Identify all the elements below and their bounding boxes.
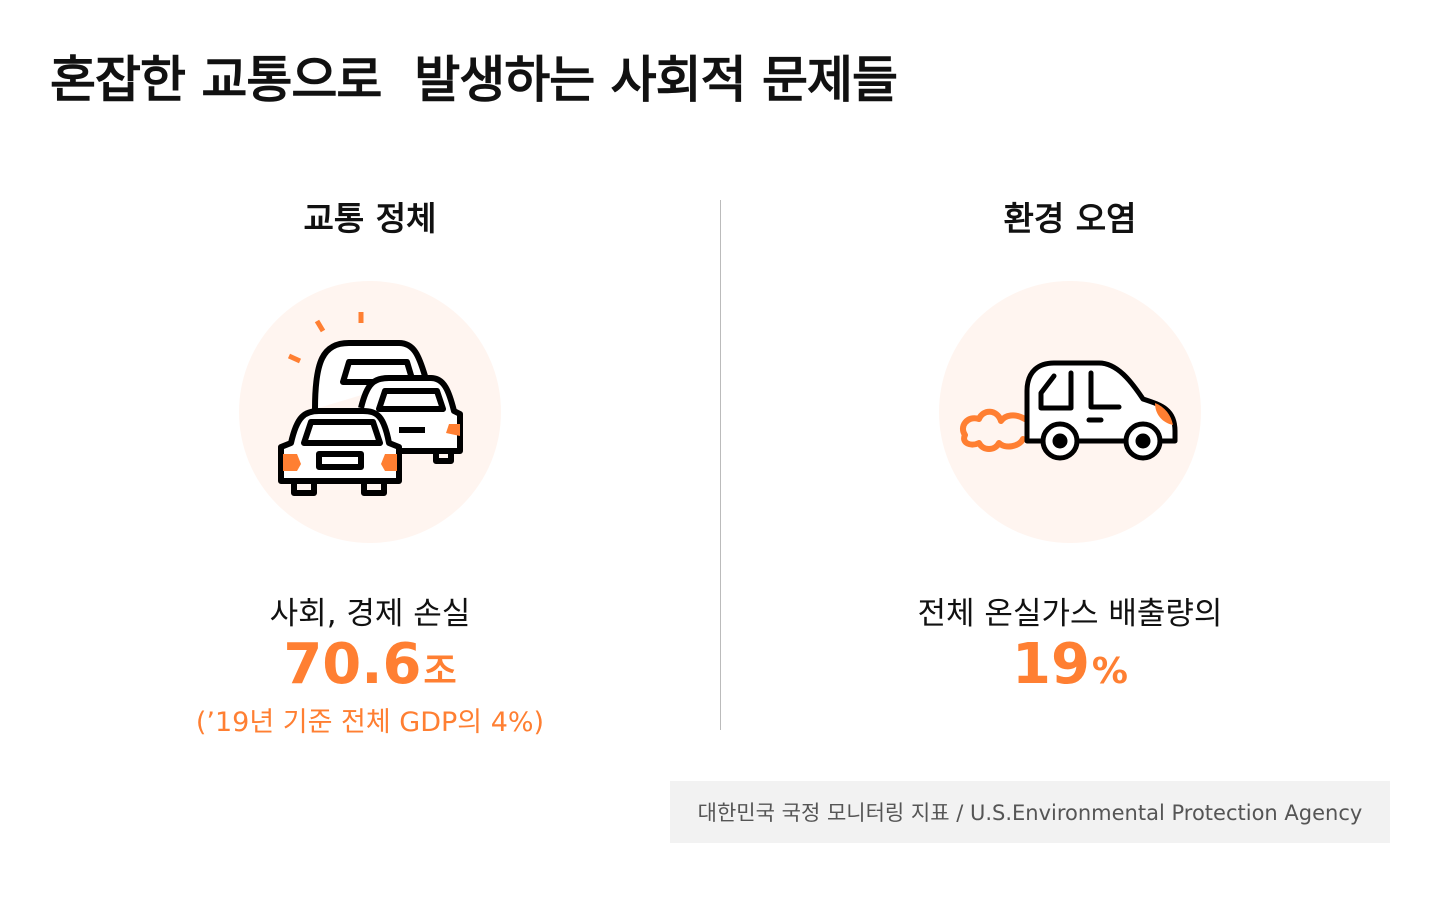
traffic-jam-icon-circle [239, 281, 501, 543]
emission-unit: % [1091, 651, 1128, 692]
emission-label: 전체 온실가스 배출량의 [917, 596, 1223, 632]
emission-value: 19% [720, 632, 1420, 697]
loss-label: 사회, 경제 손실 [269, 596, 471, 632]
loss-unit: 조 [423, 651, 457, 692]
section-pollution: 환경 오염 전체 온실가스 배출량의 19% [720, 0, 1420, 760]
loss-value: 70.6조 [20, 632, 720, 697]
source-text: 대한민국 국정 모니터링 지표 / U.S.Environmental Prot… [697, 801, 1363, 825]
section-traffic-jam: 교통 정체 사회, 경제 손실 70.6 [20, 0, 720, 760]
car-exhaust-icon [959, 360, 1178, 461]
source-note: 대한민국 국정 모니터링 지표 / U.S.Environmental Prot… [670, 781, 1390, 843]
section-heading: 교통 정체 [303, 199, 437, 238]
traffic-jam-cars-icon [278, 312, 463, 496]
column-divider [720, 200, 721, 730]
emission-number: 19 [1011, 632, 1090, 697]
section-heading: 환경 오염 [1003, 199, 1137, 238]
page-title: 혼잡한 교통으로 발생하는 사회적 문제들 [50, 51, 898, 109]
loss-number: 70.6 [283, 632, 422, 697]
pollution-icon-circle [939, 281, 1201, 543]
loss-caption: (’19년 기준 전체 GDP의 4%) [195, 707, 545, 738]
